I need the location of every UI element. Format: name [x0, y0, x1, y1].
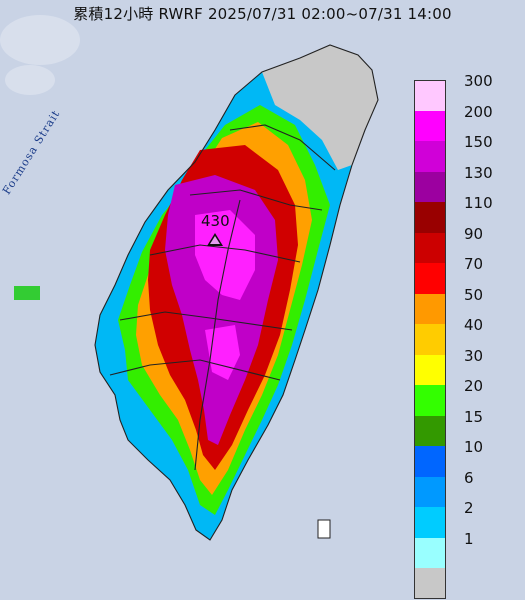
- legend-label: 50: [464, 285, 484, 304]
- legend-row: 130: [414, 164, 500, 202]
- legend-swatch: [414, 232, 446, 263]
- legend-swatch: [414, 110, 446, 141]
- legend-row: 150: [414, 133, 500, 172]
- legend-row: 200: [414, 103, 500, 141]
- legend-label: 110: [464, 194, 493, 213]
- rain-zone-200-300-south: [205, 325, 240, 380]
- legend-swatch: [414, 415, 446, 446]
- legend-label: 150: [464, 133, 493, 152]
- legend-row: 300: [414, 72, 500, 111]
- legend-label: 90: [464, 224, 484, 243]
- county-borders: [94, 44, 379, 541]
- map-title: 累積12小時 RWRF 2025/07/31 02:00~07/31 14:00: [73, 5, 452, 23]
- rainfall-legend: 300 200 150 130 110 90 70 50 40 30 20 15 10 6 2 1: [414, 72, 500, 599]
- legend-row: 70: [414, 255, 500, 294]
- max-rainfall-triangle-icon: [207, 233, 223, 246]
- legend-label: 6: [464, 468, 474, 487]
- legend-row: 110: [414, 194, 500, 233]
- rain-zone-200-300: [195, 210, 255, 300]
- legend-swatch: [414, 324, 446, 355]
- legend-row: 6: [414, 469, 500, 507]
- legend-label: 15: [464, 407, 484, 426]
- legend-swatch: [414, 507, 446, 538]
- legend-swatch: [414, 385, 446, 416]
- legend-label: 20: [464, 377, 484, 396]
- legend-label: 2: [464, 499, 474, 518]
- legend-swatch: [414, 476, 446, 507]
- legend-label: 40: [464, 316, 484, 335]
- rain-zone-none-north: [262, 45, 378, 170]
- legend-row: 30: [414, 347, 500, 385]
- legend-swatch: [414, 141, 446, 172]
- orchid-island: [317, 519, 331, 539]
- legend-swatch: [414, 80, 446, 111]
- legend-row: 2: [414, 499, 500, 538]
- legend-row: 15: [414, 408, 500, 446]
- legend-swatch: [414, 446, 446, 477]
- legend-label: 300: [464, 72, 493, 91]
- max-rainfall-value: 430: [201, 212, 230, 230]
- legend-label: 200: [464, 102, 493, 121]
- legend-label: 1: [464, 529, 474, 548]
- legend-row: 20: [414, 377, 500, 416]
- legend-swatch: [414, 202, 446, 233]
- legend-label: 10: [464, 438, 484, 457]
- legend-row: 40: [414, 316, 500, 355]
- legend-swatch: [414, 293, 446, 324]
- legend-row: 10: [414, 438, 500, 477]
- legend-swatch: [414, 263, 446, 294]
- legend-label: 70: [464, 255, 484, 274]
- legend-swatch: [414, 537, 446, 568]
- penghu-islands: [14, 286, 40, 300]
- legend-swatch: [414, 171, 446, 202]
- legend-swatch: [414, 568, 446, 599]
- legend-label: 30: [464, 346, 484, 365]
- legend-row: 50: [414, 286, 500, 324]
- legend-label: 130: [464, 163, 493, 182]
- legend-row: [414, 568, 500, 599]
- legend-swatch: [414, 354, 446, 385]
- legend-row: 90: [414, 225, 500, 263]
- sea-clouds: [0, 15, 80, 95]
- legend-row: 1: [414, 530, 500, 568]
